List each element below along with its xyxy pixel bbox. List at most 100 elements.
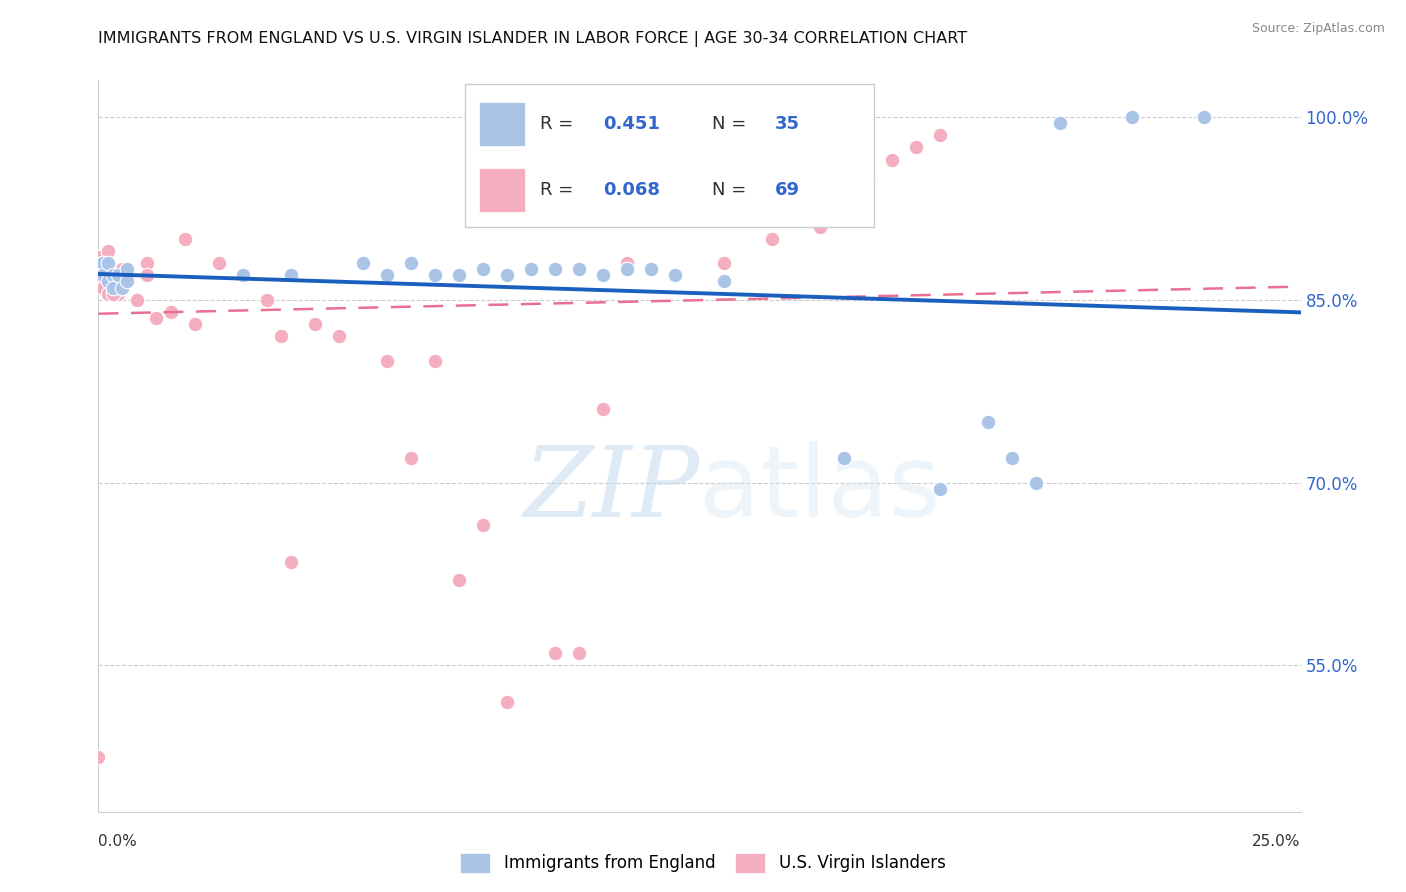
Point bbox=[616, 256, 638, 270]
Point bbox=[785, 207, 807, 221]
Point bbox=[472, 262, 495, 277]
Point bbox=[375, 268, 398, 283]
Point bbox=[125, 293, 148, 307]
Point bbox=[520, 262, 543, 277]
Point bbox=[689, 207, 711, 221]
Point bbox=[97, 256, 120, 270]
Point bbox=[87, 250, 110, 264]
Point bbox=[117, 262, 139, 277]
Point bbox=[91, 268, 114, 283]
Point bbox=[97, 286, 120, 301]
Point bbox=[174, 232, 197, 246]
Point bbox=[97, 256, 120, 270]
Point bbox=[713, 275, 735, 289]
Point bbox=[375, 353, 398, 368]
Point bbox=[111, 280, 134, 294]
Point bbox=[97, 262, 120, 277]
Text: R =: R = bbox=[540, 115, 579, 133]
Bar bbox=[465, 84, 873, 227]
Point bbox=[664, 268, 686, 283]
Text: N =: N = bbox=[711, 115, 751, 133]
Point bbox=[101, 280, 124, 294]
Point bbox=[928, 128, 950, 143]
Point bbox=[183, 317, 205, 331]
Point bbox=[159, 305, 181, 319]
Point bbox=[256, 293, 278, 307]
Point bbox=[135, 256, 157, 270]
Point bbox=[447, 573, 470, 587]
Point bbox=[544, 646, 567, 660]
Point bbox=[91, 262, 114, 277]
Text: IMMIGRANTS FROM ENGLAND VS U.S. VIRGIN ISLANDER IN LABOR FORCE | AGE 30-34 CORRE: IMMIGRANTS FROM ENGLAND VS U.S. VIRGIN I… bbox=[98, 31, 967, 47]
Text: 0.0%: 0.0% bbox=[98, 834, 138, 849]
Point bbox=[568, 262, 591, 277]
Point bbox=[111, 280, 134, 294]
Point bbox=[97, 244, 120, 258]
Point bbox=[91, 256, 114, 270]
Point bbox=[423, 353, 446, 368]
Point bbox=[544, 262, 567, 277]
Point bbox=[1001, 451, 1024, 466]
Point bbox=[664, 170, 686, 185]
Point bbox=[87, 268, 110, 283]
Bar bbox=[479, 103, 526, 146]
Point bbox=[904, 140, 927, 154]
Point bbox=[101, 262, 124, 277]
Text: 0.451: 0.451 bbox=[603, 115, 661, 133]
Text: 0.068: 0.068 bbox=[603, 181, 661, 199]
Point bbox=[87, 256, 110, 270]
Point bbox=[91, 275, 114, 289]
Point bbox=[91, 262, 114, 277]
Text: Source: ZipAtlas.com: Source: ZipAtlas.com bbox=[1251, 22, 1385, 36]
Point bbox=[145, 311, 167, 326]
Point bbox=[977, 415, 1000, 429]
Point bbox=[91, 256, 114, 270]
Point bbox=[352, 256, 374, 270]
Point bbox=[208, 256, 231, 270]
Point bbox=[117, 262, 139, 277]
Point bbox=[423, 268, 446, 283]
Point bbox=[111, 262, 134, 277]
Text: ZIP: ZIP bbox=[523, 442, 700, 538]
Point bbox=[880, 153, 903, 167]
Point bbox=[97, 262, 120, 277]
Text: atlas: atlas bbox=[700, 442, 941, 539]
Point bbox=[270, 329, 292, 343]
Point bbox=[91, 262, 114, 277]
Point bbox=[399, 256, 422, 270]
Point bbox=[107, 286, 129, 301]
Point bbox=[568, 646, 591, 660]
Point bbox=[87, 250, 110, 264]
Point bbox=[91, 280, 114, 294]
Point bbox=[832, 451, 855, 466]
Point bbox=[399, 451, 422, 466]
Point bbox=[87, 749, 110, 764]
Point bbox=[117, 275, 139, 289]
Point bbox=[328, 329, 350, 343]
Point bbox=[87, 262, 110, 277]
Point bbox=[1049, 116, 1071, 130]
Point bbox=[232, 268, 254, 283]
Point bbox=[101, 280, 124, 294]
Point bbox=[107, 268, 129, 283]
Text: N =: N = bbox=[711, 181, 751, 199]
Point bbox=[1121, 110, 1143, 124]
Legend: Immigrants from England, U.S. Virgin Islanders: Immigrants from England, U.S. Virgin Isl… bbox=[454, 847, 952, 880]
Point bbox=[111, 280, 134, 294]
Point bbox=[447, 268, 470, 283]
Bar bbox=[479, 168, 526, 212]
Point bbox=[101, 268, 124, 283]
Point bbox=[97, 275, 120, 289]
Point bbox=[808, 219, 831, 234]
Text: 25.0%: 25.0% bbox=[1253, 834, 1301, 849]
Point bbox=[91, 268, 114, 283]
Point bbox=[107, 275, 129, 289]
Point bbox=[616, 262, 638, 277]
Point bbox=[496, 268, 519, 283]
Point bbox=[832, 195, 855, 210]
Point bbox=[592, 268, 614, 283]
Point bbox=[135, 268, 157, 283]
Point bbox=[101, 268, 124, 283]
Point bbox=[304, 317, 326, 331]
Point bbox=[101, 286, 124, 301]
